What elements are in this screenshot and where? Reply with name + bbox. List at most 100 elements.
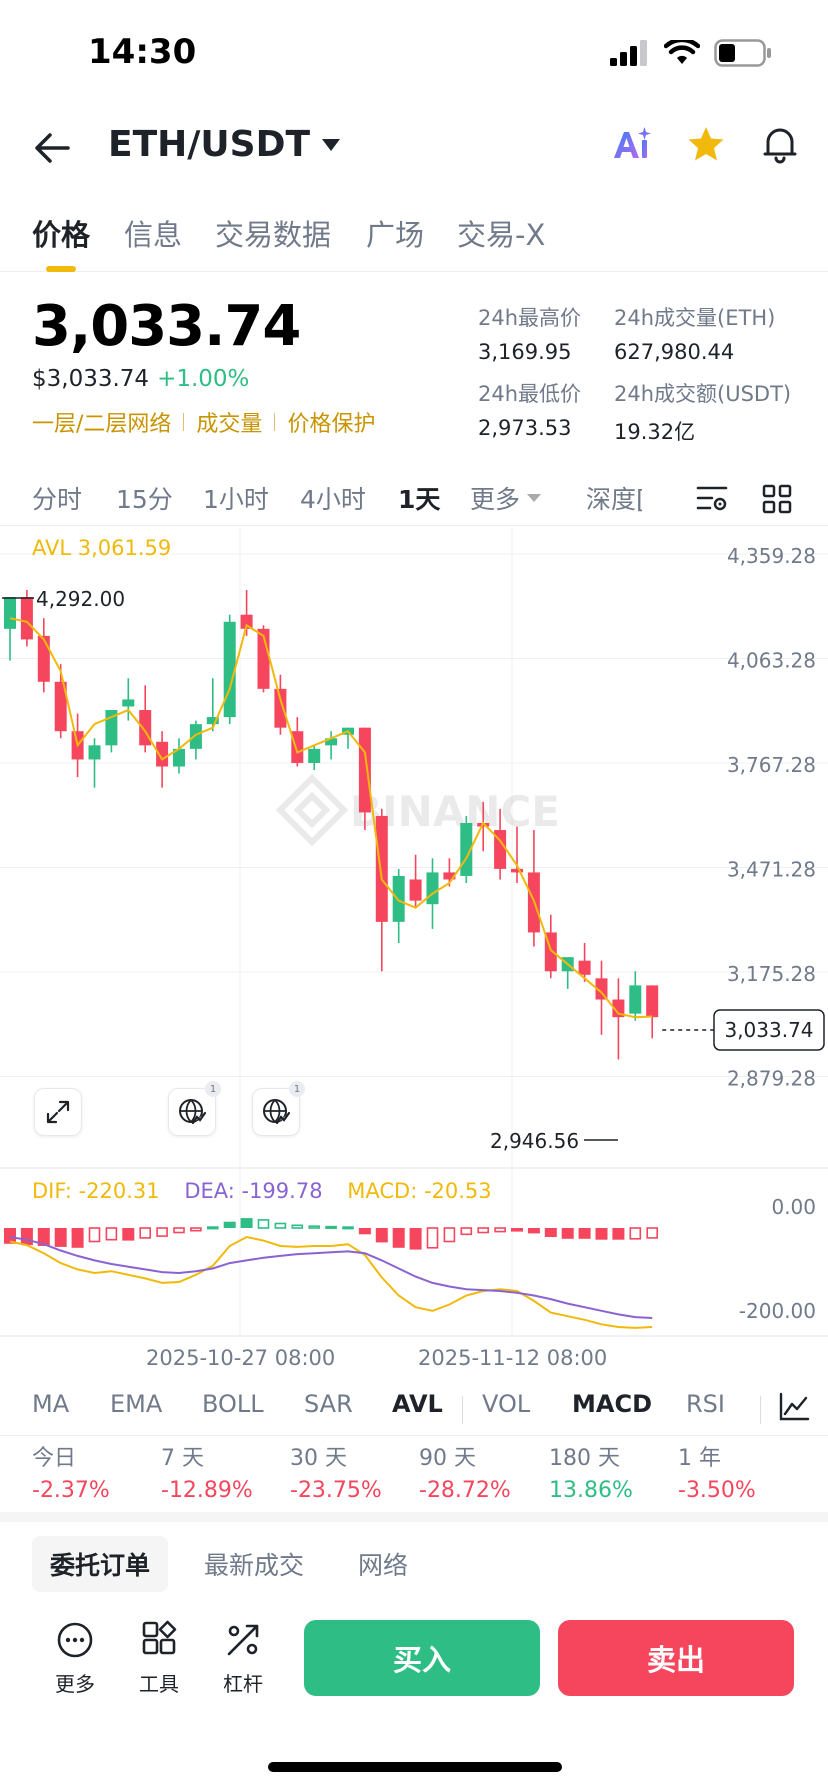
- candle-body: [54, 681, 67, 732]
- stat-low-label: 24h最低价: [478, 382, 582, 406]
- tools-button[interactable]: 工具: [124, 1620, 194, 1697]
- avl-line: [9, 617, 653, 1019]
- interval-more[interactable]: 更多: [470, 480, 542, 516]
- perf-label: 180 天: [549, 1446, 620, 1471]
- last-price-tag-text: 3,033.74: [724, 1018, 813, 1042]
- stat-high: 24h最高价 3,169.95: [478, 302, 581, 364]
- indicator-macd[interactable]: MACD: [572, 1390, 652, 1418]
- candle-body: [612, 999, 625, 1018]
- stat-amount: 24h成交额(USDT) 19.32亿: [614, 378, 791, 446]
- candle-body: [511, 868, 523, 873]
- candlestick-chart[interactable]: BINANCE AVL 3,061.59 4,359.28 4,063.28 3,7…: [0, 528, 828, 1370]
- web-chart-button-1[interactable]: 1: [168, 1081, 221, 1136]
- stat-high-label: 24h最高价: [478, 306, 582, 330]
- chart-canvas[interactable]: BINANCE AVL 3,061.59 4,359.28 4,063.28 3,7…: [0, 528, 828, 1338]
- dea-label: DEA: -199.78: [184, 1179, 322, 1203]
- active-tab-indicator: [46, 266, 76, 272]
- interval-4h[interactable]: 4小时: [300, 485, 366, 514]
- fullscreen-button[interactable]: [34, 1088, 82, 1136]
- tools-label: 工具: [139, 1672, 179, 1696]
- perf-today: 今日 -2.37%: [32, 1440, 110, 1503]
- bell-icon[interactable]: [760, 124, 800, 164]
- favorite-star-icon[interactable]: [686, 124, 726, 164]
- candles-group: [4, 589, 659, 1060]
- max-price-label: 4,292.00: [36, 587, 125, 611]
- macd-bar: [511, 1228, 523, 1232]
- indicator-vol[interactable]: VOL: [482, 1390, 531, 1418]
- perf-label: 今日: [32, 1446, 77, 1471]
- indicator-boll[interactable]: BOLL: [202, 1390, 264, 1418]
- tab-open-orders[interactable]: 委托订单: [32, 1536, 169, 1592]
- perf-label: 7 天: [161, 1446, 204, 1471]
- interval-time[interactable]: 分时: [32, 485, 83, 514]
- tag-price-protection[interactable]: 价格保护: [287, 412, 376, 437]
- interval-15m[interactable]: 15分: [116, 485, 173, 514]
- candle-body: [578, 960, 591, 975]
- last-price: 3,033.74: [32, 294, 301, 359]
- indicator-rsi[interactable]: RSI: [686, 1390, 725, 1418]
- grid-layout-icon[interactable]: [762, 484, 792, 514]
- candle-body: [291, 731, 304, 763]
- indicator-ma[interactable]: MA: [32, 1390, 70, 1418]
- tag-volume[interactable]: 成交量: [196, 412, 263, 437]
- expand-icon: [46, 1100, 70, 1124]
- chart-settings-icon[interactable]: [696, 484, 728, 514]
- buy-button[interactable]: 买入: [304, 1620, 540, 1696]
- macd-bar: [358, 1228, 371, 1235]
- macd-bar: [190, 1227, 202, 1232]
- status-time: 14:30: [88, 32, 197, 72]
- back-arrow-icon[interactable]: [30, 126, 74, 170]
- pair-selector[interactable]: ETH/USDT: [108, 124, 342, 165]
- candle-body: [20, 597, 33, 640]
- macd-bar: [88, 1227, 101, 1243]
- wifi-icon: [664, 40, 700, 64]
- macd-bar: [240, 1218, 253, 1228]
- tab-square[interactable]: 广场: [366, 218, 425, 252]
- more-label: 更多: [55, 1672, 95, 1696]
- interval-1d[interactable]: 1天: [398, 485, 441, 514]
- candle-body: [156, 741, 169, 767]
- leverage-button[interactable]: 杠杆: [208, 1620, 278, 1697]
- more-button[interactable]: 更多: [40, 1620, 110, 1697]
- stat-low-value: 2,973.53: [478, 416, 572, 440]
- macd-bar: [207, 1226, 219, 1230]
- perf-label: 90 天: [419, 1446, 476, 1471]
- macd-bar: [375, 1228, 388, 1243]
- stat-amount-value: 19.32亿: [614, 420, 696, 444]
- binance-watermark: BINANCE: [275, 773, 560, 847]
- tag-layer-network[interactable]: 一层/二层网络: [32, 412, 172, 437]
- interval-1h[interactable]: 1小时: [203, 485, 269, 514]
- web-chart-button-2[interactable]: 1: [252, 1081, 305, 1136]
- sell-button[interactable]: 卖出: [558, 1620, 794, 1696]
- tab-trade-x[interactable]: 交易-X: [457, 218, 546, 252]
- stat-volume: 24h成交量(ETH) 627,980.44: [614, 302, 775, 364]
- globe-chart-icon: [179, 1099, 207, 1125]
- tab-info[interactable]: 信息: [124, 218, 183, 252]
- macd-bar: [392, 1228, 405, 1248]
- leverage-icon: [227, 1624, 259, 1656]
- macd-bar: [544, 1228, 557, 1237]
- indicator-avl[interactable]: AVL: [392, 1390, 443, 1418]
- order-tabs: 委托订单 最新成交 网络: [32, 1536, 426, 1592]
- tab-price[interactable]: 价格: [32, 218, 91, 252]
- tab-network[interactable]: 网络: [358, 1551, 409, 1580]
- y-tick-label: 3,175.28: [727, 962, 816, 986]
- indicator-sar[interactable]: SAR: [304, 1390, 353, 1418]
- candle-body: [308, 748, 321, 763]
- macd-bar: [223, 1221, 236, 1228]
- indicator-ema[interactable]: EMA: [110, 1390, 163, 1418]
- ai-icon[interactable]: [610, 124, 652, 164]
- macd-bar: [173, 1227, 185, 1234]
- candle-body: [494, 830, 507, 869]
- interval-depth[interactable]: 深度[: [586, 485, 642, 514]
- min-price-label: 2,946.56: [490, 1129, 579, 1153]
- interval-bar: 分时 15分 1小时 4小时 1天 更多 深度[: [0, 470, 828, 526]
- tab-trading-data[interactable]: 交易数据: [215, 218, 332, 252]
- indicator-settings-icon[interactable]: [778, 1392, 810, 1422]
- last-price-tag: 3,033.74: [713, 1009, 825, 1051]
- price-usd: $3,033.74: [32, 366, 150, 392]
- tab-latest-trades[interactable]: 最新成交: [204, 1551, 305, 1580]
- perf-value: 13.86%: [549, 1478, 633, 1503]
- macd-bar: [494, 1227, 506, 1233]
- macd-bar: [629, 1227, 642, 1240]
